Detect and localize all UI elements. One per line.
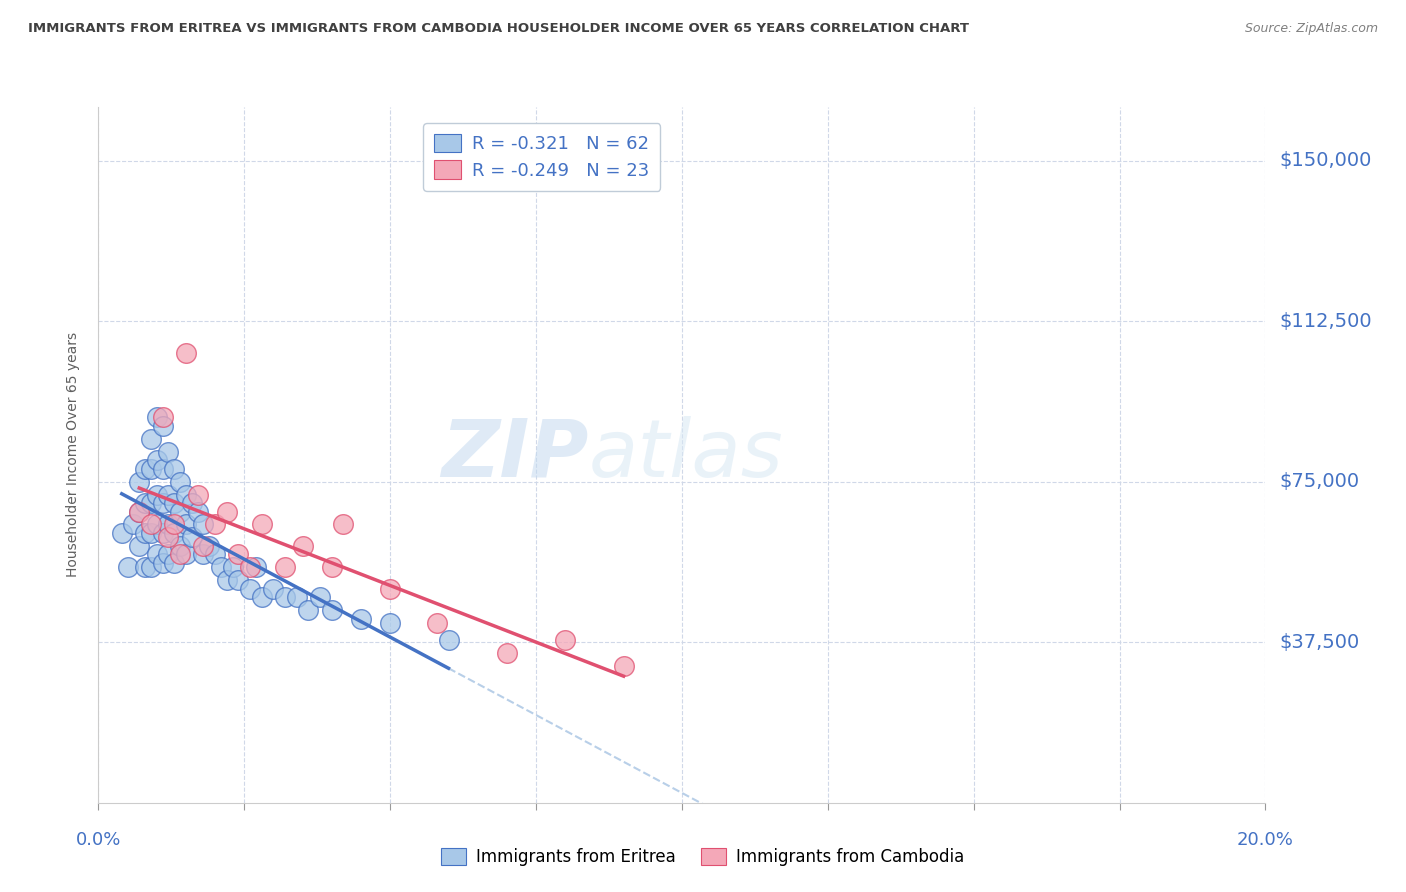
Point (193, 548, 215, 562)
Point (350, 612, 373, 626)
Legend: Immigrants from Eritrea, Immigrants from Cambodia: Immigrants from Eritrea, Immigrants from… (433, 840, 973, 875)
Point (163, 462, 186, 476)
Point (250, 591, 273, 605)
Point (139, 526, 162, 541)
Point (291, 539, 314, 553)
Point (228, 548, 250, 562)
Point (163, 556, 186, 570)
Point (146, 487, 169, 501)
Point (274, 560, 297, 574)
Point (139, 560, 162, 574)
Point (239, 582, 262, 596)
Point (169, 505, 191, 519)
Point (174, 346, 197, 360)
Point (250, 517, 273, 532)
Point (117, 560, 139, 574)
Point (215, 573, 238, 587)
Point (228, 573, 250, 587)
Point (426, 615, 449, 630)
Point (134, 560, 156, 574)
Point (134, 496, 156, 510)
Point (157, 530, 180, 544)
Point (169, 539, 191, 553)
Point (146, 548, 169, 562)
Point (285, 591, 308, 605)
Point (157, 444, 180, 458)
Point (139, 496, 162, 510)
Point (128, 505, 150, 519)
Text: $37,500: $37,500 (1279, 632, 1360, 652)
Point (174, 487, 197, 501)
Point (152, 526, 174, 541)
Text: IMMIGRANTS FROM ERITREA VS IMMIGRANTS FROM CAMBODIA HOUSEHOLDER INCOME OVER 65 Y: IMMIGRANTS FROM ERITREA VS IMMIGRANTS FR… (28, 22, 969, 36)
Point (152, 419, 174, 434)
Text: $112,500: $112,500 (1279, 311, 1372, 331)
Point (157, 548, 180, 562)
Point (146, 517, 169, 532)
Point (134, 462, 156, 476)
Point (309, 591, 332, 605)
Point (187, 487, 209, 501)
Point (139, 462, 162, 476)
Text: atlas: atlas (589, 416, 783, 494)
Point (554, 633, 576, 648)
Point (378, 615, 402, 630)
Point (174, 548, 197, 562)
Point (204, 517, 226, 532)
Point (321, 560, 343, 574)
Point (221, 560, 243, 574)
Point (215, 505, 238, 519)
Text: 0.0%: 0.0% (76, 830, 121, 848)
Point (139, 432, 162, 446)
Point (495, 646, 517, 660)
Point (111, 526, 134, 541)
Point (139, 517, 162, 532)
Point (122, 517, 145, 532)
Point (152, 556, 174, 570)
Point (152, 496, 174, 510)
Point (193, 517, 215, 532)
Point (180, 530, 202, 544)
Point (378, 582, 402, 596)
Point (321, 603, 343, 617)
Point (297, 603, 319, 617)
Text: Source: ZipAtlas.com: Source: ZipAtlas.com (1244, 22, 1378, 36)
Point (274, 591, 297, 605)
Text: $150,000: $150,000 (1279, 151, 1372, 170)
Point (169, 548, 191, 562)
Point (157, 517, 180, 532)
Point (163, 496, 186, 510)
Point (262, 582, 284, 596)
Point (163, 526, 186, 541)
Point (169, 475, 191, 489)
Point (245, 560, 267, 574)
Point (128, 505, 150, 519)
Point (152, 462, 174, 476)
Point (146, 453, 169, 467)
Point (134, 526, 156, 541)
Text: 20.0%: 20.0% (1237, 830, 1294, 848)
Point (152, 410, 174, 425)
Point (612, 658, 634, 673)
Point (198, 539, 221, 553)
Point (204, 548, 226, 562)
Y-axis label: Householder Income Over 65 years: Householder Income Over 65 years (66, 333, 80, 577)
Point (128, 475, 150, 489)
Point (174, 517, 197, 532)
Legend: R = -0.321   N = 62, R = -0.249   N = 23: R = -0.321 N = 62, R = -0.249 N = 23 (423, 123, 661, 191)
Point (332, 517, 354, 532)
Point (157, 487, 180, 501)
Point (239, 560, 262, 574)
Point (180, 496, 202, 510)
Text: $75,000: $75,000 (1279, 472, 1360, 491)
Point (163, 517, 186, 532)
Point (128, 539, 150, 553)
Point (193, 539, 215, 553)
Text: ZIP: ZIP (441, 416, 589, 494)
Point (209, 560, 232, 574)
Point (146, 410, 169, 425)
Point (437, 633, 460, 648)
Point (187, 505, 209, 519)
